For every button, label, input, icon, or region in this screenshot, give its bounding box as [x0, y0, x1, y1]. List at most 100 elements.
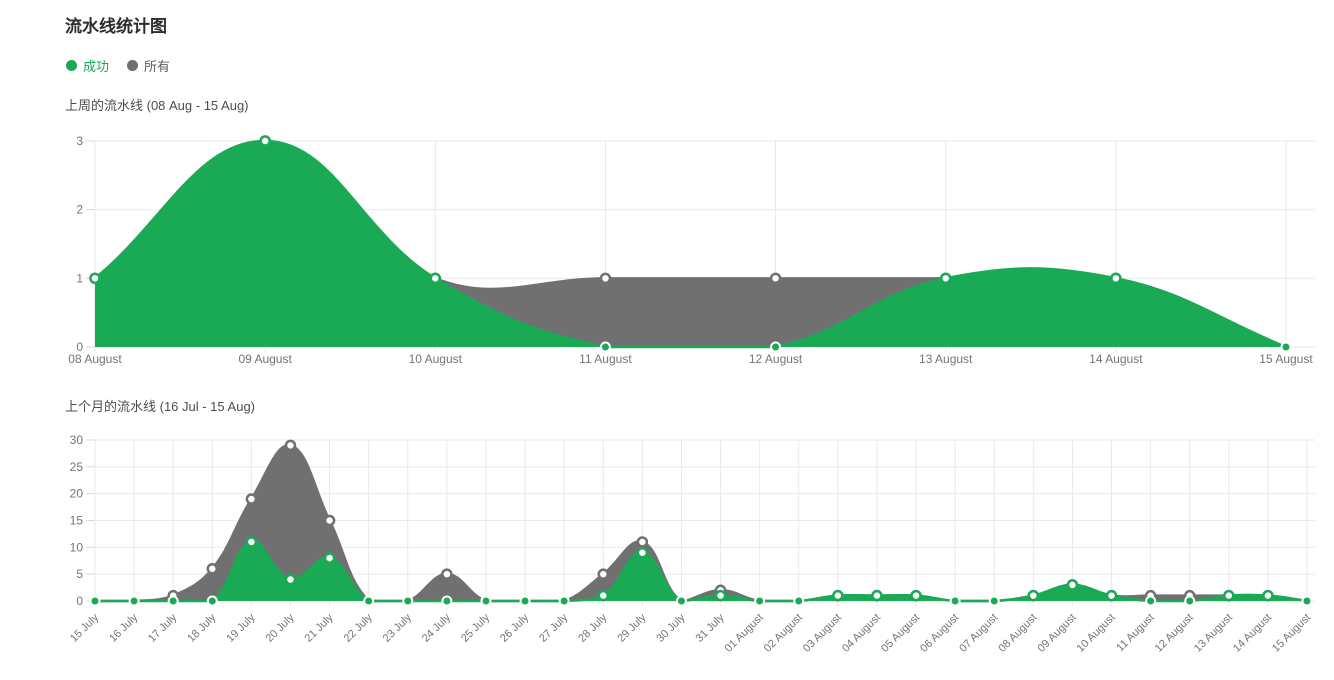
x-axis-tick-label: 08 August: [68, 352, 122, 366]
data-point[interactable]: [636, 536, 649, 548]
data-point[interactable]: [167, 595, 179, 607]
y-axis-tick-label: 5: [76, 567, 83, 581]
x-axis-tick-label: 28 July: [576, 611, 609, 644]
data-point[interactable]: [89, 595, 101, 607]
data-point[interactable]: [675, 595, 687, 607]
data-point[interactable]: [871, 589, 883, 602]
data-point[interactable]: [558, 595, 570, 607]
data-point[interactable]: [519, 595, 531, 607]
x-axis-tick-label: 01 August: [723, 612, 766, 655]
series-area-成功: [95, 141, 1286, 347]
data-point[interactable]: [1262, 589, 1274, 602]
x-axis-tick-label: 26 July: [498, 611, 531, 644]
data-point[interactable]: [597, 589, 610, 602]
weekly-chart-title: 上周的流水线 (08 Aug - 15 Aug): [65, 98, 249, 113]
weekly-chart-svg: 0 1 2 3 08 August 09 August 10 August 11 August…: [68, 134, 1315, 366]
data-point[interactable]: [259, 135, 271, 147]
data-point[interactable]: [1223, 589, 1235, 602]
monthly-chart-svg: 0 5 10 15 20 25 30 15 July 16 July 17 July 18 July…: [68, 433, 1315, 655]
data-point[interactable]: [597, 568, 610, 580]
data-point[interactable]: [363, 595, 375, 607]
data-point[interactable]: [599, 272, 612, 285]
data-point[interactable]: [429, 272, 442, 285]
data-point[interactable]: [1145, 595, 1157, 607]
data-point[interactable]: [245, 536, 258, 548]
legend-item-label: 成功: [83, 59, 110, 74]
data-point[interactable]: [441, 568, 453, 580]
x-axis-tick-label: 04 August: [840, 612, 883, 655]
data-point[interactable]: [128, 595, 140, 607]
data-point[interactable]: [1184, 595, 1196, 607]
data-point[interactable]: [323, 552, 336, 564]
data-point[interactable]: [206, 595, 218, 607]
y-axis-tick-label: 30: [70, 433, 84, 447]
data-point[interactable]: [284, 573, 297, 586]
data-point[interactable]: [988, 595, 1000, 607]
x-axis-tick-label: 08 August: [996, 612, 1039, 655]
x-axis-tick-label: 20 July: [263, 611, 296, 644]
data-point[interactable]: [245, 493, 258, 505]
legend-item-all[interactable]: 所有: [127, 56, 170, 75]
data-point[interactable]: [1027, 589, 1040, 602]
data-point[interactable]: [770, 341, 782, 353]
y-axis-tick-label: 3: [76, 134, 83, 148]
x-axis-tick-label: 07 August: [957, 612, 1000, 655]
data-point[interactable]: [754, 595, 766, 607]
x-axis-tick-label: 31 July: [694, 611, 727, 644]
x-axis-tick-label: 16 July: [107, 611, 140, 644]
data-point[interactable]: [939, 272, 952, 285]
y-axis-tick-label: 0: [76, 594, 83, 608]
data-point[interactable]: [769, 272, 782, 285]
x-axis-tick-label: 18 July: [185, 611, 218, 644]
data-point[interactable]: [1301, 595, 1313, 607]
data-point[interactable]: [793, 595, 805, 607]
data-point[interactable]: [441, 595, 453, 607]
series-area-成功: [95, 541, 1307, 601]
x-axis-tick-label: 29 July: [615, 611, 648, 644]
data-point[interactable]: [206, 563, 219, 575]
y-axis-tick-label: 2: [76, 203, 83, 217]
x-axis-tick-label: 12 August: [1153, 612, 1196, 655]
chart-legend: 成功 所有: [66, 56, 170, 75]
x-axis-tick-label: 23 July: [381, 611, 414, 644]
x-axis-tick-label: 06 August: [918, 612, 961, 655]
data-point[interactable]: [284, 439, 297, 452]
data-point[interactable]: [323, 514, 336, 527]
x-axis-tick-label: 24 July: [420, 611, 453, 644]
data-point[interactable]: [714, 589, 727, 602]
data-point[interactable]: [636, 546, 649, 559]
y-axis-tick-label: 20: [70, 487, 84, 501]
x-axis-tick-label: 25 July: [459, 611, 492, 644]
x-axis-tick-label: 15 August: [1259, 352, 1313, 366]
legend-dot-icon: [66, 60, 77, 71]
legend-item-success[interactable]: 成功: [66, 56, 109, 75]
data-point[interactable]: [402, 595, 414, 607]
x-axis-tick-label: 17 July: [146, 611, 179, 644]
y-axis-tick-label: 1: [76, 271, 83, 285]
data-point[interactable]: [1110, 272, 1122, 285]
data-point[interactable]: [480, 595, 492, 607]
data-point[interactable]: [599, 341, 611, 353]
x-axis-tick-label: 12 August: [749, 352, 803, 366]
y-axis-tick-label: 10: [70, 540, 84, 554]
legend-item-label: 所有: [144, 59, 171, 74]
x-axis-tick-label: 15 August: [1270, 612, 1313, 655]
monthly-chart-title: 上个月的流水线 (16 Jul - 15 Aug): [65, 399, 255, 414]
x-axis-tick-label: 10 August: [1075, 612, 1118, 655]
weekly-pipelines-chart: 0 1 2 3 08 August 09 August 10 August 11 August…: [0, 125, 1334, 370]
page-title: 流水线统计图: [65, 17, 167, 36]
data-point[interactable]: [1280, 341, 1292, 353]
x-axis-tick-label: 14 August: [1231, 612, 1274, 655]
x-axis-tick-label: 10 August: [409, 352, 463, 366]
x-axis-tick-label: 13 August: [1192, 612, 1235, 655]
x-axis-tick-label: 19 July: [224, 611, 257, 644]
data-point[interactable]: [910, 589, 922, 602]
x-axis-tick-label: 22 July: [342, 611, 375, 644]
data-point[interactable]: [89, 272, 101, 285]
data-point[interactable]: [832, 589, 844, 602]
data-point[interactable]: [1105, 589, 1118, 602]
x-axis-tick-label: 14 August: [1089, 352, 1143, 366]
data-point[interactable]: [1066, 579, 1079, 591]
data-point[interactable]: [949, 595, 961, 607]
